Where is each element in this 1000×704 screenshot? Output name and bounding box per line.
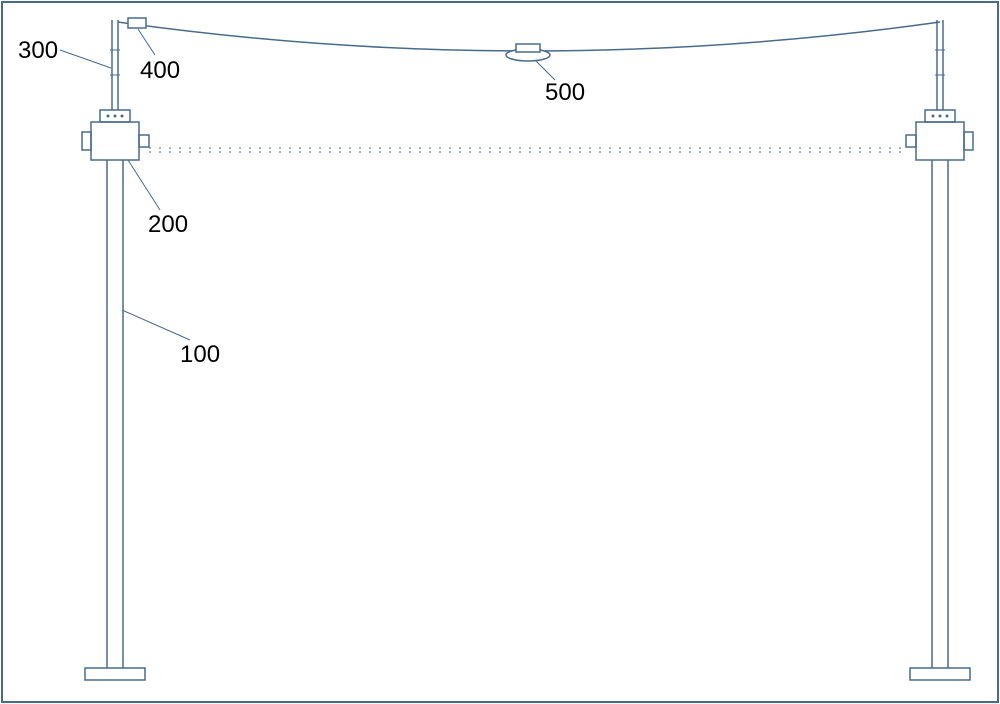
label-200: 200	[148, 211, 188, 238]
leader-500	[535, 60, 555, 80]
label-100: 100	[180, 341, 220, 368]
element-400	[128, 18, 146, 28]
right-pole-assembly	[906, 20, 973, 680]
leader-300	[60, 50, 111, 68]
label-300: 300	[18, 37, 58, 64]
leader-100	[122, 310, 190, 340]
diagram-canvas: 300 400 500 200 100	[0, 0, 1000, 704]
leader-400	[138, 29, 155, 55]
leader-200	[128, 160, 160, 210]
label-400: 400	[140, 57, 180, 84]
element-500	[506, 44, 550, 61]
border	[2, 2, 998, 702]
label-500: 500	[545, 79, 585, 106]
left-pole-assembly	[82, 20, 149, 680]
